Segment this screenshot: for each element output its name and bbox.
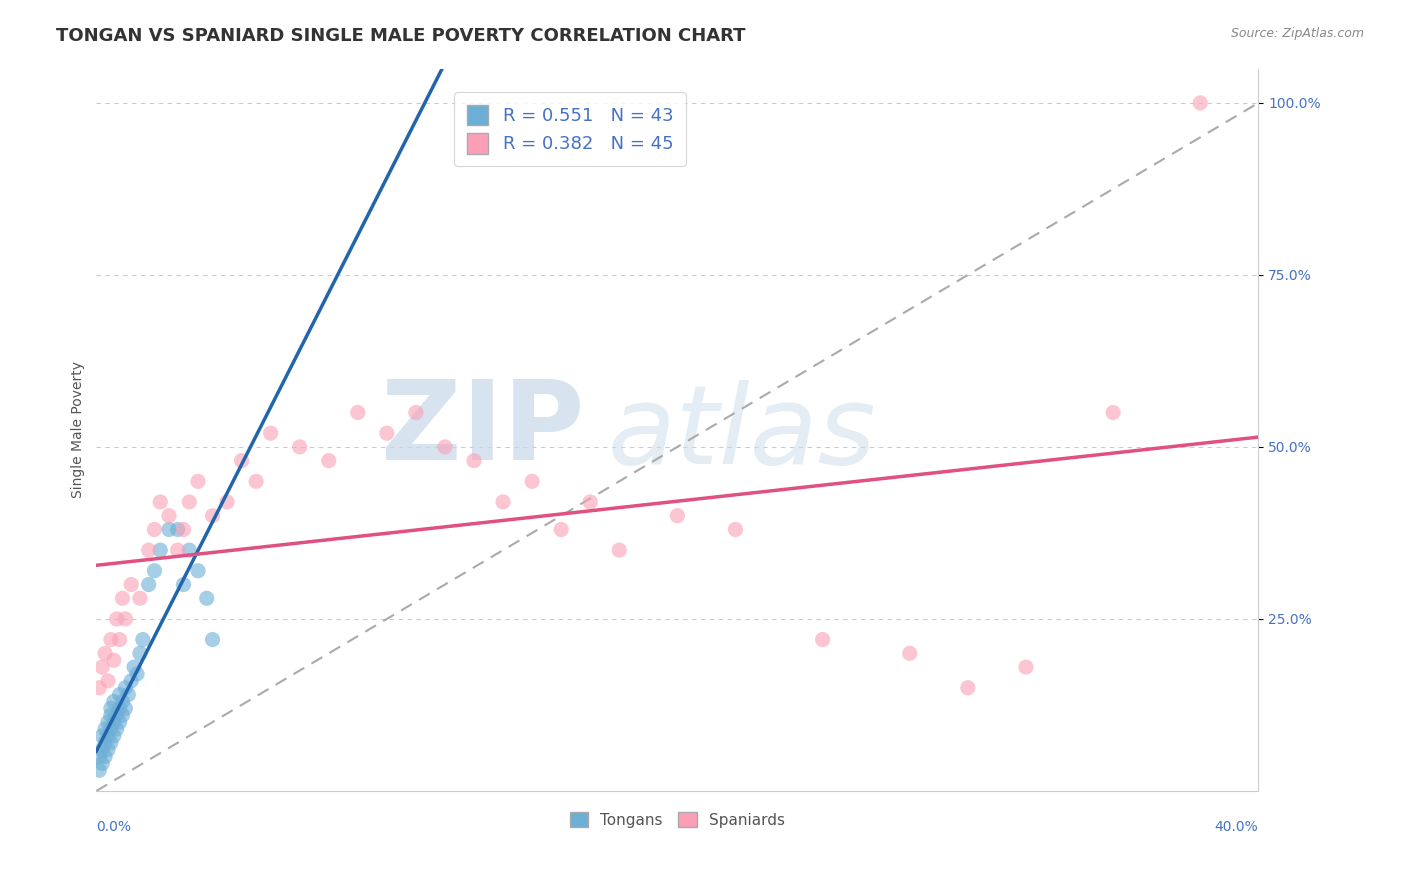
Point	[179, 543, 201, 558]
Point	[157, 523, 180, 537]
Point	[138, 543, 160, 558]
Point	[94, 722, 117, 736]
Point	[346, 405, 368, 419]
Point	[94, 646, 117, 660]
Point	[1102, 405, 1125, 419]
Point	[245, 475, 267, 489]
Point	[520, 475, 543, 489]
Point	[97, 729, 120, 743]
Text: TONGAN VS SPANIARD SINGLE MALE POVERTY CORRELATION CHART: TONGAN VS SPANIARD SINGLE MALE POVERTY C…	[56, 27, 745, 45]
Point	[125, 667, 148, 681]
Point	[103, 715, 125, 730]
Point	[100, 736, 122, 750]
Point	[108, 632, 131, 647]
Point	[89, 681, 111, 695]
Point	[898, 646, 921, 660]
Point	[956, 681, 979, 695]
Y-axis label: Single Male Poverty: Single Male Poverty	[72, 361, 86, 499]
Point	[97, 673, 120, 688]
Point	[91, 742, 114, 756]
Point	[100, 701, 122, 715]
Point	[120, 577, 142, 591]
Point	[405, 405, 427, 419]
Point	[100, 708, 122, 723]
Point	[97, 742, 120, 756]
Point	[724, 523, 747, 537]
Point	[94, 736, 117, 750]
Point	[201, 508, 224, 523]
Point	[111, 591, 134, 606]
Point	[579, 495, 602, 509]
Point	[91, 729, 114, 743]
Point	[132, 632, 155, 647]
Point	[463, 453, 485, 467]
Point	[607, 543, 630, 558]
Point	[375, 426, 398, 441]
Point	[111, 708, 134, 723]
Point	[143, 564, 166, 578]
Point	[157, 508, 180, 523]
Point	[173, 523, 195, 537]
Point	[1015, 660, 1038, 674]
Point	[143, 523, 166, 537]
Point	[1189, 95, 1212, 110]
Point	[129, 646, 152, 660]
Point	[259, 426, 281, 441]
Point	[111, 694, 134, 708]
Point	[100, 722, 122, 736]
Point	[173, 577, 195, 591]
Point	[166, 523, 188, 537]
Point	[103, 694, 125, 708]
Point	[179, 495, 201, 509]
Point	[108, 688, 131, 702]
Point	[114, 681, 136, 695]
Point	[117, 688, 139, 702]
Point	[114, 612, 136, 626]
Point	[231, 453, 253, 467]
Point	[114, 701, 136, 715]
Point	[91, 660, 114, 674]
Point	[550, 523, 572, 537]
Point	[318, 453, 340, 467]
Point	[122, 660, 145, 674]
Point	[149, 543, 172, 558]
Point	[149, 495, 172, 509]
Point	[433, 440, 456, 454]
Text: ZIP: ZIP	[381, 376, 585, 483]
Point	[166, 543, 188, 558]
Point	[100, 632, 122, 647]
Point	[105, 612, 128, 626]
Point	[187, 564, 209, 578]
Point	[217, 495, 239, 509]
Legend: Tongans, Spaniards: Tongans, Spaniards	[564, 805, 792, 834]
Point	[288, 440, 311, 454]
Point	[492, 495, 515, 509]
Point	[201, 632, 224, 647]
Text: 0.0%: 0.0%	[97, 820, 131, 834]
Point	[138, 577, 160, 591]
Point	[108, 715, 131, 730]
Point	[103, 729, 125, 743]
Point	[91, 756, 114, 771]
Point	[120, 673, 142, 688]
Point	[97, 715, 120, 730]
Text: atlas: atlas	[607, 380, 876, 487]
Point	[103, 653, 125, 667]
Point	[89, 764, 111, 778]
Text: Source: ZipAtlas.com: Source: ZipAtlas.com	[1230, 27, 1364, 40]
Point	[129, 591, 152, 606]
Point	[195, 591, 218, 606]
Point	[811, 632, 834, 647]
Point	[187, 475, 209, 489]
Point	[89, 749, 111, 764]
Point	[108, 701, 131, 715]
Text: 40.0%: 40.0%	[1215, 820, 1258, 834]
Point	[666, 508, 689, 523]
Point	[105, 708, 128, 723]
Point	[105, 722, 128, 736]
Point	[94, 749, 117, 764]
